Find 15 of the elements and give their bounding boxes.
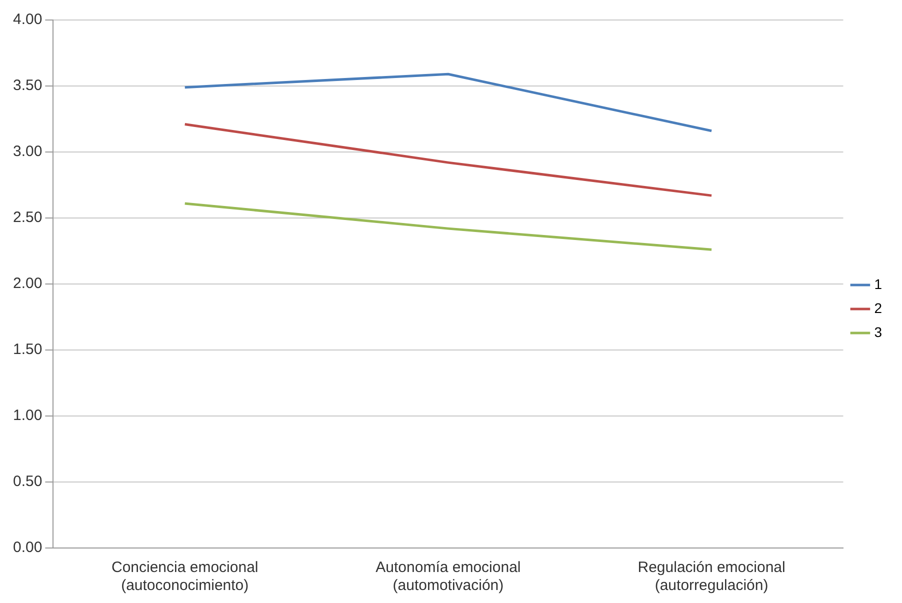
x-tick-label: Autonomía emocional (automotivación) — [376, 559, 521, 594]
x-tick-label: Conciencia emocional (autoconocimiento) — [111, 559, 258, 594]
legend-label: 1 — [874, 276, 882, 292]
y-tick-label: 2.50 — [12, 209, 42, 226]
y-tick-label: 1.00 — [12, 407, 42, 424]
y-tick-label: 0.50 — [12, 473, 42, 490]
y-tick-label: 2.00 — [12, 275, 42, 292]
x-tick-label: Regulación emocional (autorregulación) — [638, 559, 786, 594]
legend-label: 3 — [874, 324, 882, 340]
y-tick-label: 3.00 — [12, 143, 42, 160]
y-tick-label: 0.00 — [12, 539, 42, 556]
legend-label: 2 — [874, 300, 882, 316]
y-tick-label: 4.00 — [12, 11, 42, 28]
y-tick-label: 3.50 — [12, 77, 42, 94]
y-tick-label: 1.50 — [12, 341, 42, 358]
